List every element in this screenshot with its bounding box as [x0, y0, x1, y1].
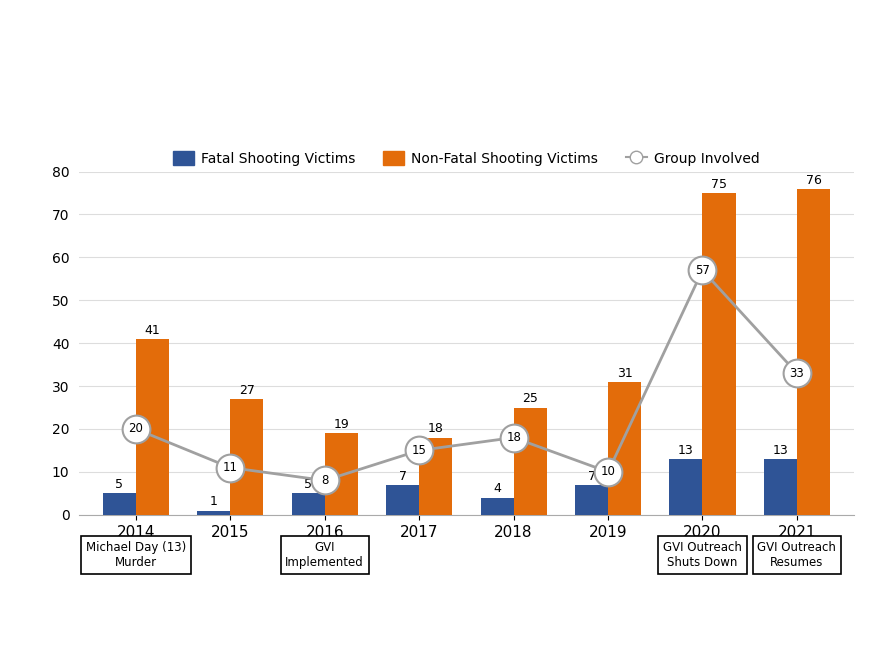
Bar: [702, 193, 736, 515]
Text: 5: 5: [304, 478, 312, 491]
Text: 11: 11: [223, 461, 238, 474]
Bar: [608, 381, 642, 515]
Bar: [231, 399, 263, 515]
Text: 18: 18: [506, 431, 521, 444]
Legend: Fatal Shooting Victims, Non-Fatal Shooting Victims, Group Involved: Fatal Shooting Victims, Non-Fatal Shooti…: [168, 145, 765, 172]
Text: 15: 15: [412, 444, 427, 457]
Bar: [797, 189, 830, 515]
Text: 57: 57: [695, 264, 710, 277]
Text: Michael Day (13)
Murder: Michael Day (13) Murder: [85, 541, 186, 569]
Text: 76: 76: [805, 174, 821, 187]
Bar: [670, 459, 702, 515]
Text: 4: 4: [493, 482, 501, 496]
Text: GVI Outreach
Shuts Down: GVI Outreach Shuts Down: [663, 541, 742, 569]
Text: 31: 31: [617, 367, 633, 380]
Text: 75: 75: [711, 178, 727, 191]
Text: 19: 19: [334, 418, 349, 431]
Bar: [136, 339, 169, 515]
Text: 7: 7: [588, 470, 596, 482]
Bar: [386, 484, 419, 515]
Text: GVI
Implemented: GVI Implemented: [285, 541, 364, 569]
Bar: [575, 484, 608, 515]
Bar: [325, 434, 358, 515]
Text: GVI Outreach
Resumes: GVI Outreach Resumes: [758, 541, 836, 569]
Text: 10: 10: [601, 465, 615, 478]
Text: 7: 7: [399, 470, 407, 482]
Bar: [514, 407, 546, 515]
Text: 20: 20: [128, 422, 143, 436]
Text: 41: 41: [144, 324, 160, 337]
Text: 13: 13: [678, 444, 693, 457]
Text: 25: 25: [522, 393, 538, 405]
Text: 13: 13: [773, 444, 788, 457]
Bar: [197, 511, 231, 515]
Text: 18: 18: [428, 422, 444, 436]
Bar: [291, 494, 325, 515]
Bar: [419, 438, 452, 515]
Text: 8: 8: [321, 474, 328, 487]
Bar: [480, 498, 514, 515]
Text: 1: 1: [209, 496, 217, 508]
Text: City of Kalamazoo GVI Data (2014-2021): City of Kalamazoo GVI Data (2014-2021): [93, 88, 787, 117]
Bar: [764, 459, 797, 515]
Text: 27: 27: [238, 384, 255, 397]
Text: 5: 5: [115, 478, 123, 491]
Bar: [103, 494, 136, 515]
Text: 33: 33: [789, 367, 804, 380]
